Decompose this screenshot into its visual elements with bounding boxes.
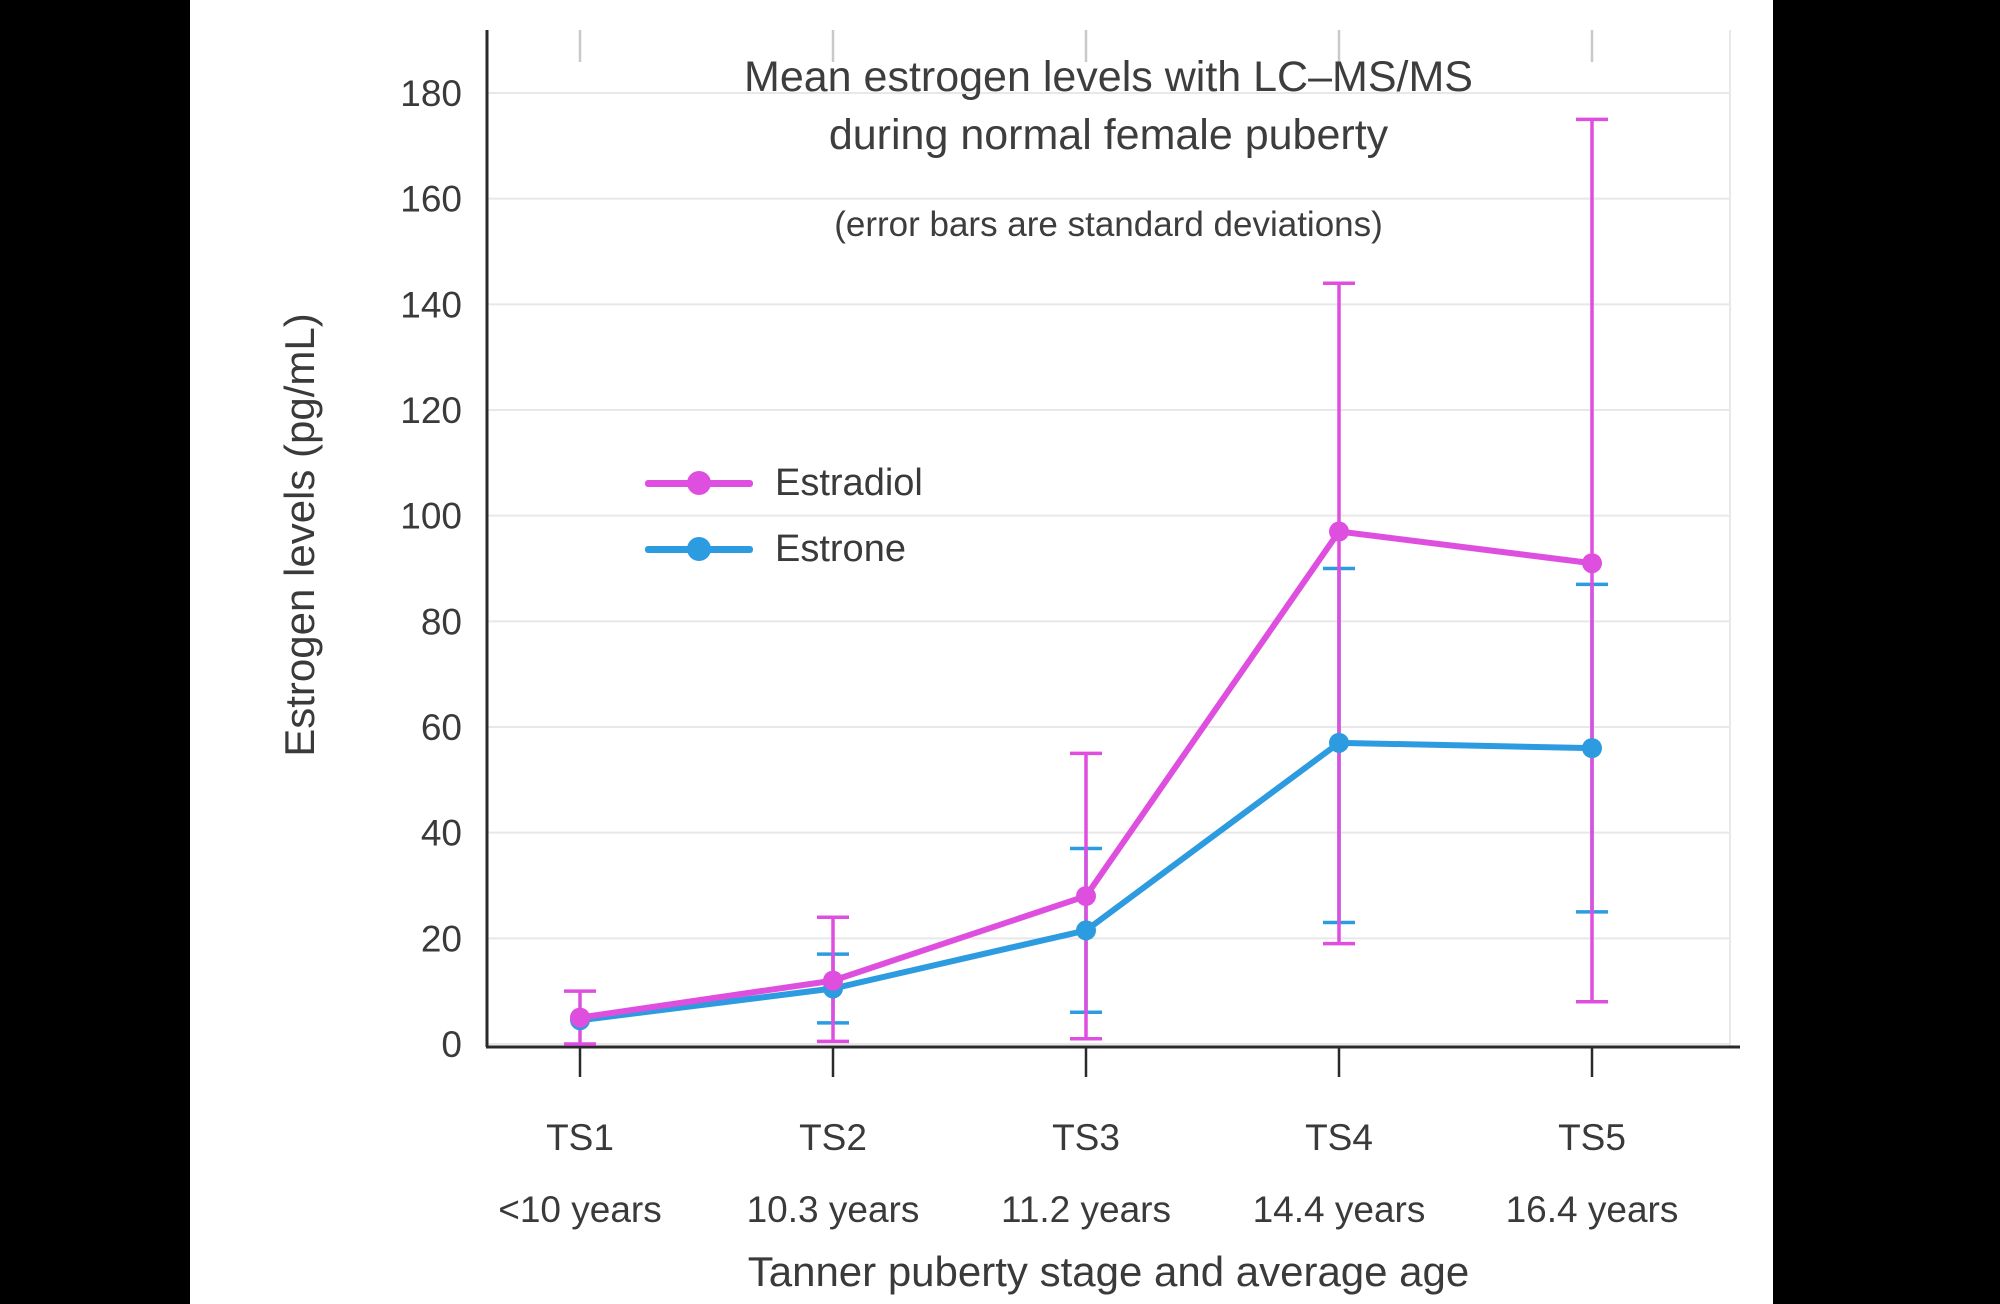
marker-Estradiol-TS3 <box>1076 886 1096 907</box>
x-tick-stage-TS3: TS3 <box>1052 1117 1120 1158</box>
y-tick-label-60: 60 <box>421 707 462 748</box>
x-tick-age-TS2: 10.3 years <box>747 1189 920 1230</box>
chart-panel: 0 20 40 60 80 100 120 140 160 180 TS1 TS2 TS3 TS4 TS5 <… <box>190 0 1773 1304</box>
line-chart: 0 20 40 60 80 100 120 140 160 180 TS1 TS2 TS3 TS4 TS5 <… <box>400 30 1740 1230</box>
marker-Estradiol-TS5 <box>1582 553 1602 574</box>
y-tick-label-100: 100 <box>400 496 462 537</box>
marker-Estrone-TS5 <box>1582 738 1602 759</box>
y-tick-label-0: 0 <box>441 1024 462 1065</box>
y-axis-title: Estrogen levels (pg/mL) <box>276 313 323 757</box>
marker-Estrone-TS3 <box>1076 920 1096 941</box>
marker-Estradiol-TS4 <box>1329 521 1349 542</box>
x-tick-stage-TS4: TS4 <box>1305 1117 1373 1158</box>
x-axis-title: Tanner puberty stage and average age <box>747 1248 1470 1295</box>
chart-title-line2: during normal female puberty <box>828 111 1389 159</box>
chart-subtitle: (error bars are standard deviations) <box>834 205 1383 244</box>
legend-entry-estradiol: Estradiol <box>645 460 923 506</box>
x-tick-stage-TS1: TS1 <box>546 1117 614 1158</box>
y-tick-label-180: 180 <box>400 73 462 114</box>
legend-label-estradiol: Estradiol <box>775 461 923 504</box>
chart-legend: Estradiol Estrone <box>645 460 923 572</box>
x-tick-stage-TS2: TS2 <box>799 1117 867 1158</box>
x-tick-age-TS1: <10 years <box>498 1189 662 1230</box>
legend-label-estrone: Estrone <box>775 527 906 570</box>
chart-title-line1: Mean estrogen levels with LC–MS/MS <box>744 53 1473 101</box>
chart-title: Mean estrogen levels with LC–MS/MS durin… <box>487 48 1730 164</box>
y-tick-label-40: 40 <box>421 813 462 854</box>
x-tick-age-TS5: 16.4 years <box>1506 1189 1679 1230</box>
estrone-marker-icon <box>687 537 711 561</box>
y-tick-label-140: 140 <box>400 284 462 325</box>
x-tick-age-TS4: 14.4 years <box>1253 1189 1426 1230</box>
marker-Estrone-TS4 <box>1329 732 1349 753</box>
x-tick-age-TS3: 11.2 years <box>1001 1189 1171 1230</box>
marker-Estradiol-TS2 <box>823 970 843 991</box>
legend-entry-estrone: Estrone <box>645 526 923 572</box>
x-tick-stage-TS5: TS5 <box>1558 1117 1626 1158</box>
estradiol-line-swatch <box>645 471 753 495</box>
estrone-line-swatch <box>645 537 753 561</box>
y-tick-label-80: 80 <box>421 601 462 642</box>
y-tick-label-120: 120 <box>400 390 462 431</box>
estradiol-marker-icon <box>687 471 711 495</box>
marker-Estradiol-TS1 <box>570 1007 590 1028</box>
y-tick-label-160: 160 <box>400 179 462 220</box>
y-tick-label-20: 20 <box>421 918 462 959</box>
